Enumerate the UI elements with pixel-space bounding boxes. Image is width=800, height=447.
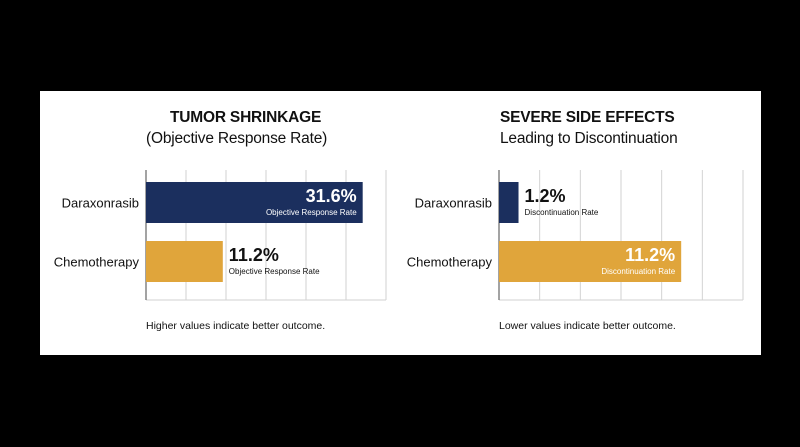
right-value-label: 11.2% [625, 245, 675, 265]
left-value-label: 31.6% [306, 186, 357, 206]
right-value-sublabel: Discontinuation Rate [601, 267, 675, 276]
right-bar-daraxonrasib [499, 182, 519, 223]
right-chart-title: SEVERE SIDE EFFECTS [500, 109, 675, 126]
left-bar-daraxonrasib [146, 182, 363, 223]
right-bar-chemotherapy [499, 241, 682, 282]
left-value-sublabel: Objective Response Rate [229, 267, 320, 276]
left-chart-subtitle: (Objective Response Rate) [146, 130, 328, 147]
left-value-sublabel: Objective Response Rate [266, 208, 357, 217]
left-category-label: Daraxonrasib [62, 196, 139, 211]
right-category-label: Chemotherapy [407, 255, 493, 270]
left-chart-title: TUMOR SHRINKAGE [170, 109, 322, 126]
right-category-label: Daraxonrasib [415, 196, 492, 211]
right-chart-plot: Daraxonrasib 1.2% Discontinuation Rate Chem… [407, 170, 744, 301]
chart-panel: TUMOR SHRINKAGE (Objective Response Rate… [40, 91, 761, 355]
left-category-label: Chemotherapy [54, 255, 140, 270]
right-value-label: 1.2% [525, 186, 566, 206]
left-chart-plot: Daraxonrasib 31.6% Objective Response Rate… [54, 170, 387, 301]
left-bar-chemotherapy [146, 241, 223, 282]
left-chart-note: Higher values indicate better outcome. [146, 320, 326, 332]
right-chart-note: Lower values indicate better outcome. [499, 320, 676, 332]
charts-canvas: Daraxonrasib 31.6% Objective Response Rate… [54, 170, 744, 301]
left-value-label: 11.2% [229, 245, 279, 265]
right-value-sublabel: Discontinuation Rate [525, 208, 599, 217]
right-chart-subtitle: Leading to Discontinuation [500, 130, 678, 147]
